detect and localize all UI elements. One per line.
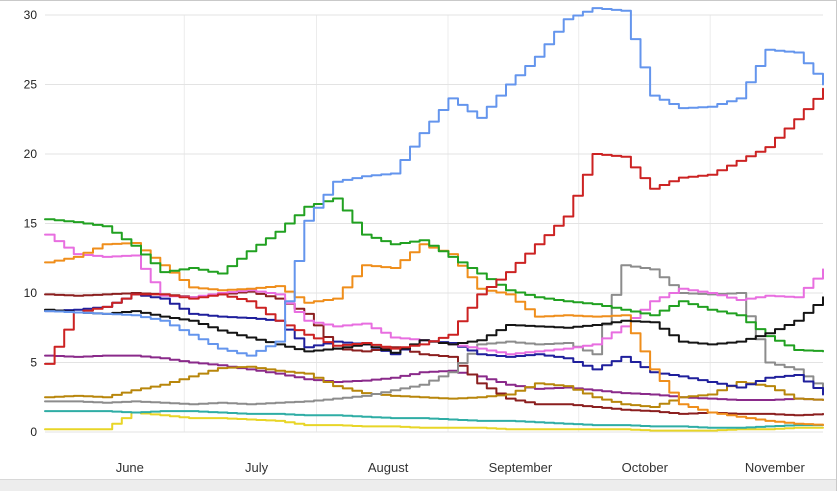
x-axis-month-label: October: [622, 460, 669, 475]
x-axis-month-label: June: [116, 460, 144, 475]
series-line-red: [44, 87, 824, 365]
chart-footer-strip: [0, 479, 836, 491]
x-axis-month-label: November: [745, 460, 806, 475]
series-line-black: [44, 296, 824, 354]
y-tick-label: 20: [24, 147, 38, 161]
x-axis-month-label: September: [489, 460, 553, 475]
series-line-dark-goldenrod: [44, 365, 824, 408]
series-line-blue: [44, 7, 824, 357]
y-tick-label: 0: [30, 425, 37, 439]
series-line-teal: [44, 410, 824, 429]
series-line-yellow: [44, 411, 824, 432]
x-axis-month-label: August: [368, 460, 409, 475]
y-tick-label: 10: [24, 286, 38, 300]
y-tick-label: 25: [24, 78, 38, 92]
x-axis-month-label: July: [245, 460, 269, 475]
y-tick-label: 5: [30, 356, 37, 370]
series-line-green: [44, 197, 824, 353]
y-tick-label: 15: [24, 217, 38, 231]
y-tick-label: 30: [24, 8, 38, 22]
series-line-gray: [44, 264, 824, 406]
